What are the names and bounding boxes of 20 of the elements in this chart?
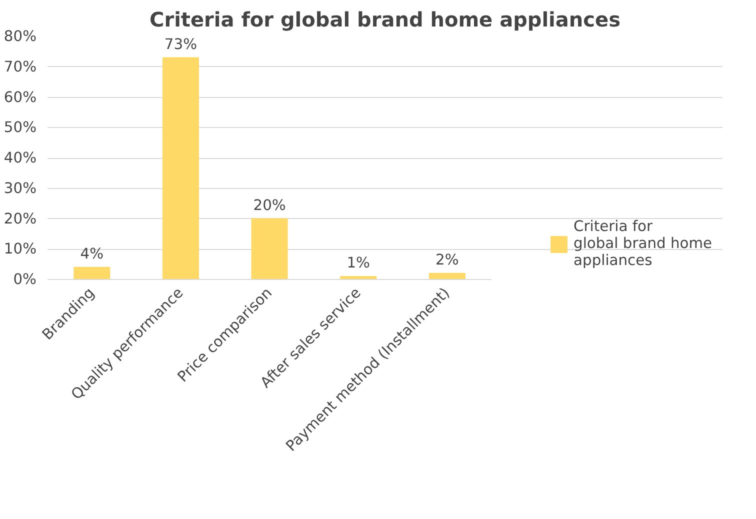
y-tick-label: 10% bbox=[4, 240, 37, 258]
bar bbox=[428, 272, 466, 280]
y-tick-label: 0% bbox=[13, 271, 37, 288]
y-tick-label: 60% bbox=[4, 88, 37, 106]
y-tick-label: 40% bbox=[4, 150, 37, 166]
text: 20% bbox=[253, 196, 286, 214]
y-tick-label: 50% bbox=[4, 119, 37, 136]
y-tick-label: 80% bbox=[4, 28, 37, 45]
chart-title: Criteria for global brand home appliances bbox=[150, 8, 620, 32]
bar bbox=[162, 57, 199, 280]
legend-label: Criteria for global brand home appliances bbox=[574, 218, 712, 269]
y-tick-label: 20% bbox=[4, 210, 37, 228]
bar bbox=[74, 266, 110, 280]
text: 4% bbox=[80, 245, 104, 262]
y-tick-label: 30% bbox=[4, 180, 37, 197]
text: 1% bbox=[346, 254, 370, 272]
bar bbox=[251, 218, 288, 280]
y-tick-label: 70% bbox=[4, 58, 37, 76]
text: 2% bbox=[436, 251, 459, 268]
text: 73% bbox=[164, 36, 198, 53]
